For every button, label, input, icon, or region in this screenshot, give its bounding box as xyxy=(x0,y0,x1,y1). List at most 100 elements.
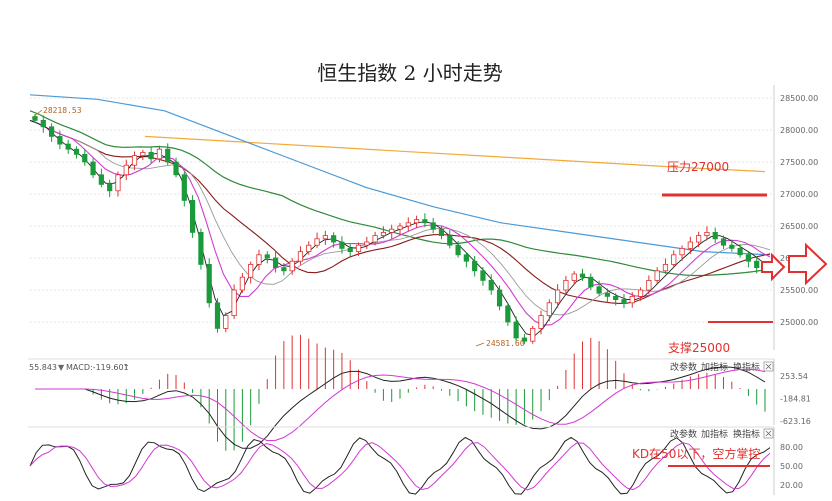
candle-body xyxy=(239,276,245,291)
candle-body xyxy=(422,219,428,224)
candle-body xyxy=(737,247,743,256)
candle-body xyxy=(115,174,121,192)
candle-body xyxy=(82,153,88,163)
ma-magenta-line xyxy=(29,119,771,326)
candle-body xyxy=(438,228,445,236)
candle-body xyxy=(57,135,63,145)
macd-close-button[interactable] xyxy=(763,361,774,372)
y-tick-label: 28000.00 xyxy=(780,126,818,135)
kd-y-tick-label: 80.00 xyxy=(780,443,803,452)
main-y-axis: 28500.00 28000.00 27500.00 27000.00 26500.00… xyxy=(780,94,818,327)
candle-body xyxy=(646,279,652,291)
right-arrow-icon xyxy=(788,242,828,286)
kd-y-tick-label: 20.00 xyxy=(780,481,803,490)
ma-gray-line xyxy=(29,119,771,316)
candle-body xyxy=(148,151,154,160)
candle-body xyxy=(339,241,345,249)
candle-body xyxy=(214,302,221,329)
candle-body xyxy=(654,270,660,281)
candle-body xyxy=(604,292,610,297)
candle-body xyxy=(613,295,619,300)
candle-body xyxy=(571,273,577,281)
y-tick-label: 28500.00 xyxy=(780,94,818,103)
ma-green-line xyxy=(29,110,771,277)
kd-note-label: KD在50以下，空方掌控 xyxy=(632,446,760,461)
kd-edit-params-button[interactable]: 改参数 xyxy=(670,428,697,440)
macd-edit-params-button[interactable]: 改参数 xyxy=(670,361,697,373)
candle-body xyxy=(671,254,677,265)
high-marker-label: 28218.53 xyxy=(43,106,82,115)
resistance-label: 压力27000 xyxy=(667,160,729,174)
candle-body xyxy=(687,241,693,249)
candle-body xyxy=(405,222,411,227)
breakout-arrow-icon xyxy=(761,252,786,282)
macd-y-tick-label: -623.16 xyxy=(780,417,811,426)
candle-body xyxy=(297,251,304,262)
candle-body xyxy=(596,286,602,294)
candle-body xyxy=(588,276,594,288)
candle-body xyxy=(256,254,262,265)
candle-body xyxy=(389,228,395,233)
kd-lines xyxy=(29,436,771,495)
candle-body xyxy=(488,279,494,291)
kd-y-axis: 80.00 50.00 20.00 xyxy=(780,443,803,490)
candle-body xyxy=(281,267,287,272)
candle-body xyxy=(364,241,370,246)
high-marker: 28218.53 xyxy=(31,106,82,119)
chart-title: 恒生指数 2 小时走势 xyxy=(317,61,502,85)
y-tick-label: 25500.00 xyxy=(780,286,818,295)
candle-body xyxy=(48,126,55,137)
candle-body xyxy=(107,183,113,192)
candle-body xyxy=(754,260,760,269)
candle-body xyxy=(720,238,727,246)
y-tick-label: 26500.00 xyxy=(780,222,818,231)
candle-body xyxy=(322,235,328,240)
kd-k-line xyxy=(29,436,771,495)
macd-histogram xyxy=(92,334,766,451)
candle-body xyxy=(430,222,436,230)
kd-switch-indicator-button[interactable]: 换指标 xyxy=(733,428,760,440)
candle-body xyxy=(65,143,71,150)
kd-close-button[interactable] xyxy=(763,428,774,439)
macd-dea-line xyxy=(35,368,766,442)
candle-body xyxy=(165,148,171,163)
candle-body xyxy=(306,244,312,252)
macd-add-indicator-button[interactable]: 加指标 xyxy=(701,361,728,373)
kd-add-indicator-button[interactable]: 加指标 xyxy=(701,428,728,440)
kd-y-tick-label: 50.00 xyxy=(780,462,803,471)
candle-body xyxy=(546,302,552,316)
candle-body xyxy=(745,254,752,262)
candle-body xyxy=(712,231,718,240)
candle-body xyxy=(98,174,104,185)
candle-body xyxy=(173,161,179,176)
candle-body xyxy=(380,231,387,236)
macd-y-tick-label: 253.54 xyxy=(780,372,808,381)
support-label: 支撑25000 xyxy=(668,340,730,355)
candle-body xyxy=(73,148,80,155)
candle-body xyxy=(131,155,138,166)
candle-body xyxy=(729,244,735,249)
candle-body xyxy=(455,244,461,256)
candle-body xyxy=(248,263,254,278)
candle-body xyxy=(521,337,528,342)
candle-body xyxy=(289,260,295,272)
candle-body xyxy=(198,231,204,265)
candlestick-series xyxy=(32,114,768,345)
low-marker-label: 24581.60 xyxy=(486,339,525,348)
candle-body xyxy=(372,235,378,243)
candle-body xyxy=(123,164,129,176)
candle-body xyxy=(206,263,212,304)
low-marker: 24581.60 xyxy=(475,339,525,348)
candle-body xyxy=(563,279,569,291)
ma-blue-line xyxy=(29,94,771,256)
candle-body xyxy=(181,174,187,201)
candle-body xyxy=(530,327,536,342)
macd-down-arrow-icon: ▼ xyxy=(58,363,65,372)
candle-body xyxy=(505,305,511,323)
macd-y-tick-label: -184.81 xyxy=(780,395,811,404)
candle-body xyxy=(696,235,702,243)
macd-dif-line xyxy=(35,366,766,449)
candle-body xyxy=(555,289,561,304)
candle-body xyxy=(579,273,586,278)
candle-body xyxy=(538,315,544,329)
